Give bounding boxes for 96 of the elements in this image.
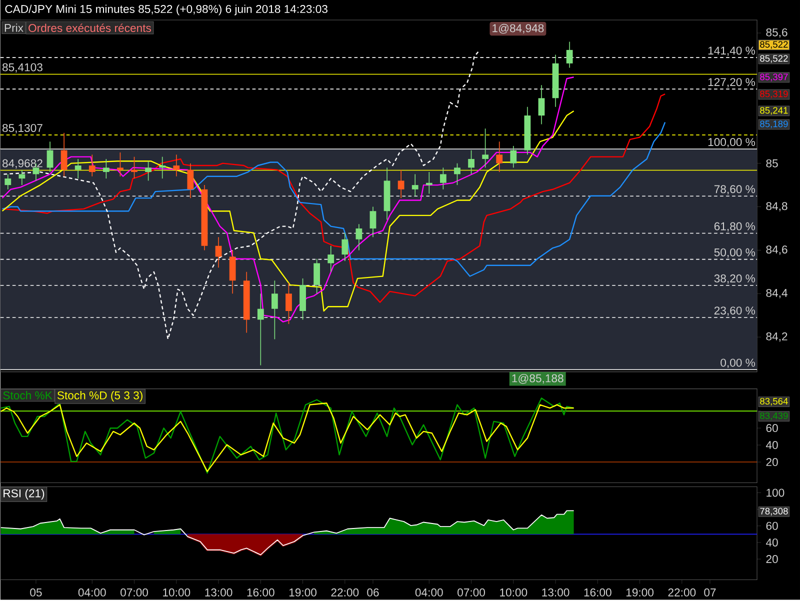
- candlestick: [117, 152, 124, 177]
- candlestick: [131, 156, 138, 179]
- annotation: 38,20 %: [714, 274, 756, 284]
- x-tick-label: 16:00: [584, 588, 612, 596]
- candlestick: [229, 250, 236, 294]
- ref-line-label: 84,9682: [2, 159, 42, 169]
- x-tick-label: 13:00: [542, 588, 570, 596]
- candlestick: [328, 246, 334, 272]
- line-series: [0, 510, 574, 556]
- candlestick: [257, 293, 264, 366]
- candlestick: [454, 162, 460, 186]
- y-tick-label: 100: [766, 488, 784, 497]
- text: RSI (21): [4, 489, 44, 500]
- candlestick: [271, 280, 278, 340]
- x-tick-label: 04:00: [78, 588, 106, 596]
- candlestick: [566, 41, 573, 68]
- candlestick: [370, 206, 376, 238]
- candlestick: [356, 224, 362, 251]
- annotation: 0,00 %: [720, 358, 756, 368]
- line-series: [2, 122, 666, 277]
- y-tick-label: 20: [766, 555, 778, 564]
- y-tick-label: 84,2: [766, 332, 788, 342]
- x-tick-label: 10:00: [163, 588, 190, 596]
- candlestick: [145, 160, 152, 182]
- text: 85,241: [760, 107, 788, 115]
- x-tick-label: 06: [367, 588, 379, 596]
- y-tick-label: 85: [766, 159, 778, 168]
- y-tick-label: 85,6: [766, 28, 788, 38]
- candlestick: [173, 154, 180, 177]
- candlestick: [159, 156, 166, 179]
- candlestick: [215, 236, 222, 268]
- x-tick-label: 22:00: [668, 588, 696, 596]
- ref-line-label: 85,1307: [2, 124, 42, 134]
- chart-title: CAD/JPY Mini 15 minutes 85,522 (+0,98%) 6 juin 2018 14:23:03: [5, 4, 328, 16]
- candlestick: [398, 170, 404, 199]
- annotation: 100,00 %: [708, 138, 756, 148]
- y-tick-label: 40: [766, 441, 778, 450]
- candlestick: [496, 141, 503, 172]
- y-tick-label: 84,8: [766, 202, 788, 212]
- x-tick-label: 13:00: [205, 588, 232, 596]
- x-tick-label: 19:00: [289, 588, 316, 596]
- candlestick: [88, 154, 96, 177]
- annotation: 78,60 %: [714, 185, 756, 195]
- candlestick: [314, 258, 320, 294]
- annotation: Ordres exécutés récents: [28, 24, 151, 32]
- text: 83,439: [760, 412, 788, 420]
- text: 85,522: [760, 41, 788, 49]
- x-tick-label: 05: [30, 588, 42, 596]
- annotation: 23,60 %: [714, 306, 756, 316]
- annotation: 50,00 %: [714, 248, 756, 258]
- x-tick-label: 22:00: [331, 588, 359, 596]
- text: 85,397: [760, 74, 788, 82]
- y-tick-label: 60: [766, 424, 778, 432]
- candlestick: [18, 170, 26, 186]
- text: 83,564: [760, 398, 788, 406]
- annotation: 141,40 %: [708, 46, 756, 56]
- annotation: Prix: [4, 24, 24, 32]
- candlestick: [60, 132, 68, 177]
- y-tick-label: 20: [766, 458, 778, 466]
- x-tick-label: 07:00: [458, 588, 485, 596]
- annotation: 127,20 %: [708, 78, 756, 88]
- candlestick: [482, 128, 489, 168]
- ref-line-label: 85,4103: [2, 63, 42, 73]
- candlestick: [342, 232, 348, 262]
- candlestick: [538, 84, 545, 125]
- x-tick-label: 19:00: [626, 588, 654, 596]
- candlestick: [102, 158, 110, 179]
- x-tick-label: 07:00: [120, 588, 148, 596]
- text: 78,308: [760, 508, 788, 516]
- series-label: Stoch %K: [3, 391, 52, 400]
- y-tick-label: 60: [766, 522, 778, 530]
- text: 85,522: [760, 55, 788, 63]
- text: 85,189: [760, 120, 788, 128]
- x-tick-label: 07: [704, 588, 716, 596]
- x-tick-label: 04:00: [415, 588, 443, 596]
- y-tick-label: 40: [766, 538, 778, 547]
- candlestick: [4, 174, 12, 190]
- y-tick-label: 84,6: [766, 246, 788, 255]
- series-label: Stoch %D (5 3 3): [57, 391, 142, 402]
- candlestick: [46, 141, 54, 172]
- annotation: 61,80 %: [714, 222, 756, 232]
- text: 1@85,188: [512, 374, 564, 384]
- annotation: 1@84,948: [492, 24, 544, 34]
- candlestick: [510, 146, 517, 168]
- candlestick: [468, 150, 474, 175]
- candlestick: [74, 158, 82, 179]
- candlestick: [426, 172, 432, 194]
- candlestick: [286, 282, 292, 324]
- x-tick-label: 10:00: [500, 588, 528, 596]
- candlestick: [440, 167, 446, 190]
- line-series: [2, 76, 574, 323]
- x-tick-label: 16:00: [247, 588, 274, 596]
- y-tick-label: 84,4: [766, 289, 788, 298]
- candlestick: [187, 162, 194, 199]
- candlestick: [412, 174, 418, 196]
- text: 85,319: [760, 90, 788, 98]
